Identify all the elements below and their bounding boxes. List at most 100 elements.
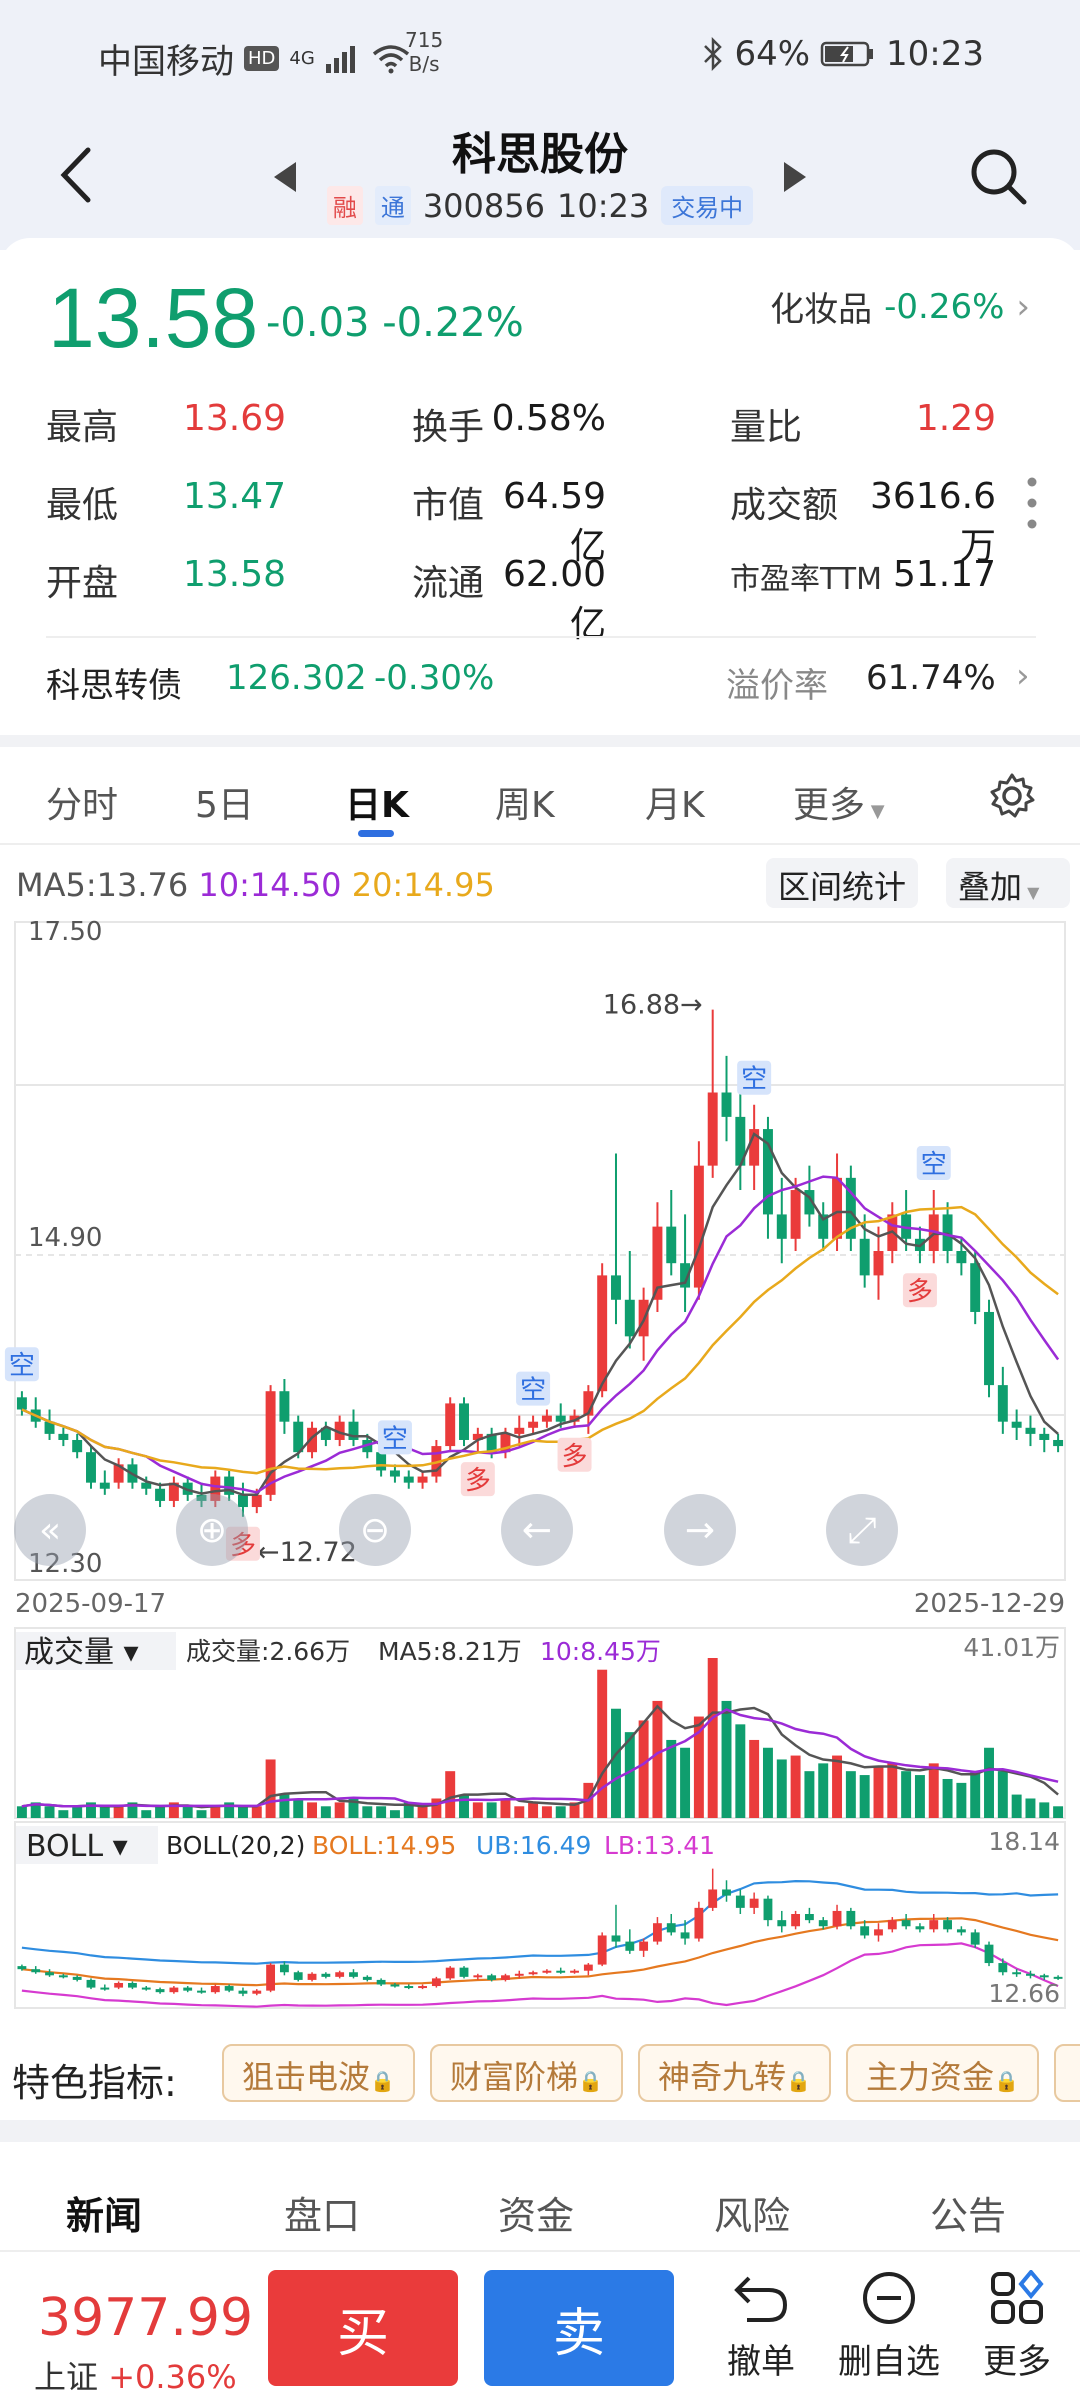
overlay-button[interactable]: 叠加 ▼ bbox=[946, 858, 1070, 908]
volume-bar bbox=[984, 1747, 994, 1818]
volume-bar bbox=[790, 1755, 801, 1818]
boll-candle bbox=[514, 1973, 524, 1976]
cancel-order-button[interactable]: 撤单 bbox=[706, 2270, 816, 2383]
buy-button[interactable]: 买 bbox=[268, 2270, 458, 2386]
zoom-in-icon-glyph: ⊕ bbox=[197, 1510, 227, 1551]
section-gap bbox=[0, 735, 1080, 747]
tab-weekly-k[interactable]: 周K bbox=[495, 785, 555, 826]
y-axis-label: 14.90 bbox=[28, 1223, 102, 1253]
volume-bar bbox=[403, 1802, 414, 1818]
fullscreen-icon[interactable]: ⤢ bbox=[826, 1494, 898, 1566]
fullscreen-icon-bg bbox=[826, 1494, 898, 1566]
battery-icon bbox=[820, 41, 874, 67]
volume-bar bbox=[265, 1759, 276, 1818]
tab-orderbook[interactable]: 盘口 bbox=[284, 2194, 361, 2238]
volume-bar bbox=[914, 1775, 925, 1818]
candle bbox=[652, 1226, 663, 1300]
candle bbox=[279, 1391, 290, 1422]
volume-bar bbox=[210, 1806, 221, 1818]
sector-link[interactable]: 化妆品 -0.26% › bbox=[770, 282, 1030, 331]
tab-news[interactable]: 新闻 bbox=[66, 2194, 143, 2238]
signal-label: 空 bbox=[741, 1065, 767, 1095]
search-icon[interactable] bbox=[966, 144, 1030, 208]
prev-stock-icon[interactable] bbox=[270, 160, 300, 194]
pan-right-icon[interactable]: → bbox=[664, 1494, 736, 1566]
volume-bar bbox=[942, 1778, 953, 1818]
candle bbox=[251, 1494, 262, 1508]
volume-bar bbox=[376, 1806, 387, 1818]
volume-bar bbox=[58, 1810, 69, 1818]
tab-funds[interactable]: 资金 bbox=[498, 2194, 575, 2238]
volume-bar bbox=[127, 1802, 138, 1818]
volume-bar bbox=[472, 1802, 483, 1818]
boll-candle bbox=[929, 1920, 939, 1930]
volume-bar bbox=[873, 1767, 884, 1818]
rewind-icon[interactable]: « bbox=[14, 1494, 86, 1566]
tab-announcements[interactable]: 公告 bbox=[930, 2194, 1007, 2238]
zoom-out-icon[interactable]: ⊖ bbox=[339, 1494, 411, 1566]
boll-candle bbox=[404, 1986, 414, 1989]
feature-magic-nine[interactable]: 神奇九转🔒 bbox=[638, 2044, 831, 2102]
bottom-action-bar: 3977.99 上证 +0.36% 买 卖 撤单 删自选 更多 bbox=[0, 2250, 1080, 2400]
convertible-bond-row[interactable]: 科思转债 126.302 -0.30% 溢价率 61.74% › bbox=[46, 656, 1036, 708]
current-price: 13.58 bbox=[48, 271, 259, 365]
candle bbox=[804, 1190, 815, 1215]
volume-bar bbox=[251, 1806, 262, 1818]
index-value[interactable]: 3977.99 bbox=[38, 2288, 254, 2348]
remove-watchlist-button[interactable]: 删自选 bbox=[834, 2270, 944, 2383]
tab-risk[interactable]: 风险 bbox=[714, 2194, 791, 2238]
tab-more-label: 更多 bbox=[793, 785, 866, 826]
boll-candle bbox=[473, 1975, 483, 1978]
lock-icon: 🔒 bbox=[578, 2069, 603, 2093]
pan-left-icon-glyph: ← bbox=[522, 1510, 552, 1551]
pan-left-icon[interactable]: ← bbox=[501, 1494, 573, 1566]
zoom-in-icon[interactable]: ⊕ bbox=[176, 1494, 248, 1566]
boll-candle bbox=[431, 1978, 441, 1987]
ma20-line bbox=[21, 1205, 1059, 1475]
candle bbox=[472, 1433, 483, 1440]
tab-monthly-k[interactable]: 月K bbox=[645, 785, 705, 826]
grid-more-icon bbox=[991, 2270, 1044, 2324]
feature-main-capital[interactable]: 主力资金🔒 bbox=[846, 2044, 1039, 2102]
sell-button[interactable]: 卖 bbox=[484, 2270, 674, 2386]
volume-bar bbox=[389, 1810, 400, 1818]
more-button[interactable]: 更多 bbox=[962, 2270, 1072, 2383]
carrier-area: 中国移动 HD 4G bbox=[98, 34, 411, 83]
boll-candle bbox=[915, 1926, 925, 1930]
candle bbox=[72, 1439, 83, 1453]
tab-5day[interactable]: 5日 bbox=[195, 785, 254, 826]
signal-label: 多 bbox=[562, 1442, 588, 1472]
candle bbox=[265, 1391, 276, 1495]
candle bbox=[997, 1385, 1008, 1422]
tab-more[interactable]: 更多 ▼ bbox=[793, 776, 885, 828]
candle bbox=[210, 1476, 221, 1501]
caret-down-icon: ▼ bbox=[865, 801, 885, 822]
boll-candle bbox=[335, 1972, 345, 1977]
feature-more[interactable] bbox=[1054, 2044, 1080, 2102]
feature-sniper-wave[interactable]: 狙击电波🔒 bbox=[222, 2044, 415, 2102]
tab-daily-k[interactable]: 日K bbox=[345, 785, 409, 826]
tab-intraday[interactable]: 分时 bbox=[46, 785, 119, 826]
signal-label: 空 bbox=[382, 1424, 408, 1454]
chart-area[interactable]: 17.50 14.90 12.30 2025-09-17 2025-12-29 16.88… bbox=[0, 910, 1080, 2010]
boll-candle bbox=[155, 1989, 165, 1993]
boll-candle bbox=[777, 1920, 787, 1927]
candle bbox=[1053, 1439, 1064, 1447]
next-stock-icon[interactable] bbox=[780, 160, 810, 194]
interval-stats-button[interactable]: 区间统计 bbox=[766, 858, 919, 908]
more-vertical-icon[interactable] bbox=[1026, 476, 1038, 530]
feature-wealth-ladder[interactable]: 财富阶梯🔒 bbox=[430, 2044, 623, 2102]
stat-label: 流通 bbox=[412, 563, 485, 604]
gear-icon[interactable] bbox=[988, 772, 1036, 820]
stat-value: 0.58% bbox=[491, 398, 606, 439]
index-info[interactable]: 上证 +0.36% bbox=[34, 2352, 237, 2398]
boll-candle bbox=[791, 1914, 801, 1927]
zoom-out-icon-bg bbox=[339, 1494, 411, 1566]
boll-candle bbox=[887, 1920, 897, 1930]
back-arrow-icon[interactable] bbox=[50, 140, 110, 210]
network-type: 4G bbox=[289, 48, 315, 69]
candle bbox=[611, 1275, 621, 1300]
stat-label: 市值 bbox=[412, 485, 485, 526]
candle bbox=[445, 1403, 456, 1447]
